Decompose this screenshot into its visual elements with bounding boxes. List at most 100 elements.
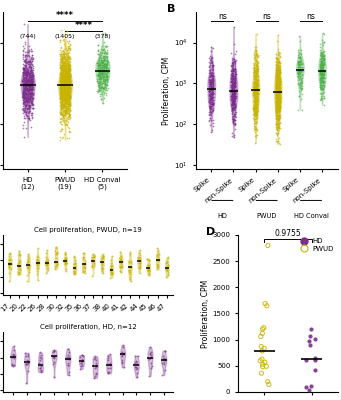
Point <box>60 64 65 71</box>
Point <box>274 70 279 76</box>
Point <box>26 61 31 68</box>
Point <box>251 89 257 96</box>
Point <box>274 83 279 89</box>
Point <box>53 266 58 272</box>
Point <box>62 107 68 114</box>
Point <box>58 86 64 92</box>
Point <box>299 83 305 89</box>
Point <box>317 71 323 78</box>
Point <box>27 60 32 67</box>
Point <box>276 74 281 80</box>
Point <box>277 68 282 74</box>
Point <box>274 80 280 86</box>
Point <box>66 46 71 53</box>
Point <box>230 59 236 65</box>
Point <box>24 62 29 68</box>
Point <box>63 90 69 97</box>
Point <box>128 278 133 284</box>
Point <box>109 262 115 269</box>
Point <box>101 85 106 91</box>
Point <box>317 62 323 69</box>
Point <box>17 248 22 254</box>
Point <box>38 368 44 374</box>
Point <box>66 78 72 84</box>
Point <box>273 84 278 90</box>
Point <box>25 92 31 99</box>
Point <box>254 105 260 111</box>
Point <box>253 86 259 93</box>
Point <box>90 272 95 279</box>
Point <box>29 73 34 80</box>
Point <box>252 100 258 107</box>
Point <box>275 99 280 105</box>
Point <box>59 76 64 82</box>
Point <box>82 264 87 271</box>
Point <box>276 68 281 74</box>
Point <box>209 75 214 81</box>
Point <box>62 70 68 77</box>
Point <box>63 256 68 262</box>
Point <box>229 63 234 69</box>
Point <box>210 122 216 129</box>
Point <box>253 100 259 106</box>
Point <box>95 60 100 66</box>
Point <box>254 97 260 104</box>
Point <box>273 121 279 128</box>
Point <box>276 101 281 108</box>
Point <box>273 89 279 96</box>
Point <box>65 62 70 69</box>
Point <box>276 104 281 110</box>
Point <box>251 99 256 106</box>
Point <box>6 262 12 268</box>
Point <box>210 45 216 51</box>
Point <box>60 88 65 94</box>
Point <box>23 56 29 62</box>
Point <box>274 88 280 94</box>
Point <box>274 88 280 95</box>
Point <box>208 99 213 105</box>
Point <box>26 106 32 113</box>
Point <box>209 83 215 90</box>
Point <box>229 92 235 98</box>
Point <box>64 91 69 97</box>
Point <box>59 81 64 87</box>
Point <box>134 361 140 367</box>
Point <box>253 56 259 62</box>
Point <box>58 75 63 81</box>
Point <box>207 122 212 128</box>
Legend: HD, PWUD: HD, PWUD <box>297 238 334 252</box>
Point <box>255 87 260 94</box>
Point <box>275 70 280 76</box>
Point <box>275 90 281 96</box>
Point <box>25 98 31 104</box>
Point <box>297 60 302 66</box>
Point <box>23 87 29 94</box>
Point <box>232 77 237 84</box>
Point <box>119 257 124 264</box>
Point <box>273 98 279 104</box>
Point <box>60 80 65 87</box>
Point <box>25 115 31 122</box>
Point <box>66 78 72 84</box>
Point <box>63 82 69 89</box>
Point <box>68 66 73 73</box>
Point <box>59 58 64 64</box>
Point <box>28 77 33 83</box>
Point <box>254 80 260 87</box>
Point <box>230 68 236 74</box>
Point <box>61 68 66 74</box>
Point <box>318 75 323 81</box>
Point <box>275 84 281 90</box>
Point <box>67 95 73 102</box>
Point <box>275 105 281 111</box>
Point <box>65 97 71 104</box>
Point <box>232 87 238 94</box>
Point <box>26 84 32 90</box>
Point <box>275 103 280 109</box>
Point <box>208 96 213 103</box>
Point <box>66 83 72 89</box>
Point <box>230 80 236 86</box>
Point <box>321 57 326 63</box>
Point <box>65 95 70 102</box>
Point <box>102 56 107 62</box>
